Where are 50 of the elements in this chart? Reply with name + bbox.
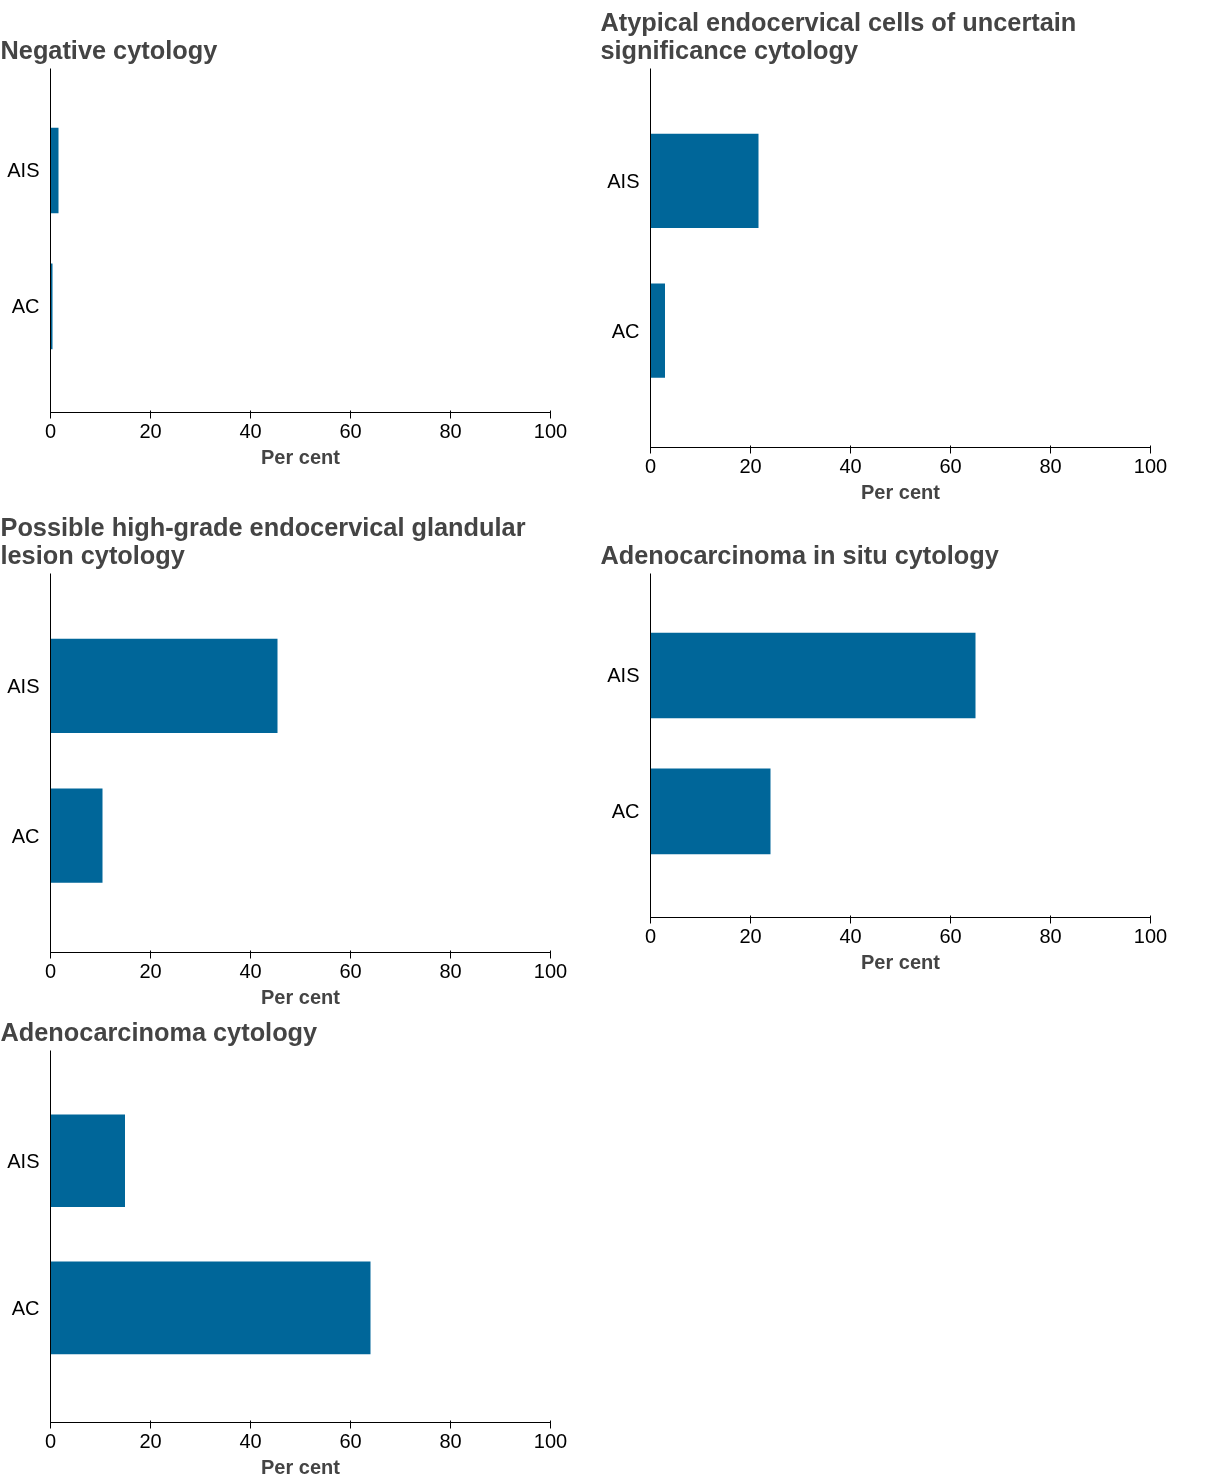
x-tick-label: 20 — [139, 1429, 162, 1452]
x-tick-label: 20 — [739, 454, 762, 477]
chart-title: Adenocarcinoma in situ cytology — [600, 540, 999, 569]
x-axis-title: Per cent — [261, 445, 341, 468]
x-tick-label: 0 — [44, 1429, 57, 1452]
x-axis-title: Per cent — [261, 985, 341, 1008]
x-tick-label: 60 — [939, 924, 962, 947]
x-tick-label: 60 — [339, 419, 362, 442]
x-tick-label: 20 — [139, 959, 162, 982]
x-tick-label: 0 — [44, 959, 57, 982]
y-tick-label: AC — [611, 800, 640, 823]
chart-title: Possible high-grade endocervical glandular lesion cytology — [0, 512, 526, 569]
x-axis-title: Per cent — [861, 950, 941, 973]
x-tick-label: 40 — [239, 1429, 262, 1452]
x-tick-label: 60 — [339, 1429, 362, 1452]
y-tick-label: AC — [11, 824, 40, 847]
x-tick-label: 80 — [1039, 454, 1062, 477]
x-tick-label: 0 — [644, 924, 657, 947]
x-tick-label: 80 — [439, 419, 462, 442]
y-tick-label: AIS — [7, 674, 40, 697]
x-tick-label: 20 — [739, 924, 762, 947]
x-tick-label: 40 — [239, 959, 262, 982]
x-tick-label: 100 — [533, 959, 568, 982]
y-tick-label: AIS — [7, 1149, 40, 1172]
x-tick-label: 0 — [44, 419, 57, 442]
x-tick-label: 40 — [839, 454, 862, 477]
x-tick-label: 80 — [439, 959, 462, 982]
x-tick-label: 60 — [339, 959, 362, 982]
x-tick-label: 80 — [439, 1429, 462, 1452]
y-tick-label: AC — [11, 1296, 40, 1319]
y-tick-label: AIS — [7, 159, 40, 182]
x-tick-label: 100 — [1133, 924, 1168, 947]
chart-title: Atypical endocervical cells of uncertain significance cytology — [600, 7, 1077, 64]
x-tick-label: 100 — [533, 1429, 568, 1452]
x-axis-title: Per cent — [261, 1455, 341, 1478]
y-tick-label: AIS — [607, 664, 640, 687]
y-tick-label: AIS — [607, 169, 640, 192]
x-tick-label: 60 — [939, 454, 962, 477]
y-tick-label: AC — [11, 295, 40, 318]
x-tick-label: 40 — [239, 419, 262, 442]
chart-title: Adenocarcinoma cytology — [0, 1017, 318, 1046]
x-tick-label: 100 — [1133, 454, 1168, 477]
x-tick-label: 40 — [839, 924, 862, 947]
y-tick-label: AC — [611, 319, 640, 342]
chart-title: Negative cytology — [0, 35, 218, 64]
x-axis-title: Per cent — [861, 480, 941, 503]
x-tick-label: 100 — [533, 419, 568, 442]
x-tick-label: 20 — [139, 419, 162, 442]
x-tick-label: 0 — [644, 454, 657, 477]
x-tick-label: 80 — [1039, 924, 1062, 947]
